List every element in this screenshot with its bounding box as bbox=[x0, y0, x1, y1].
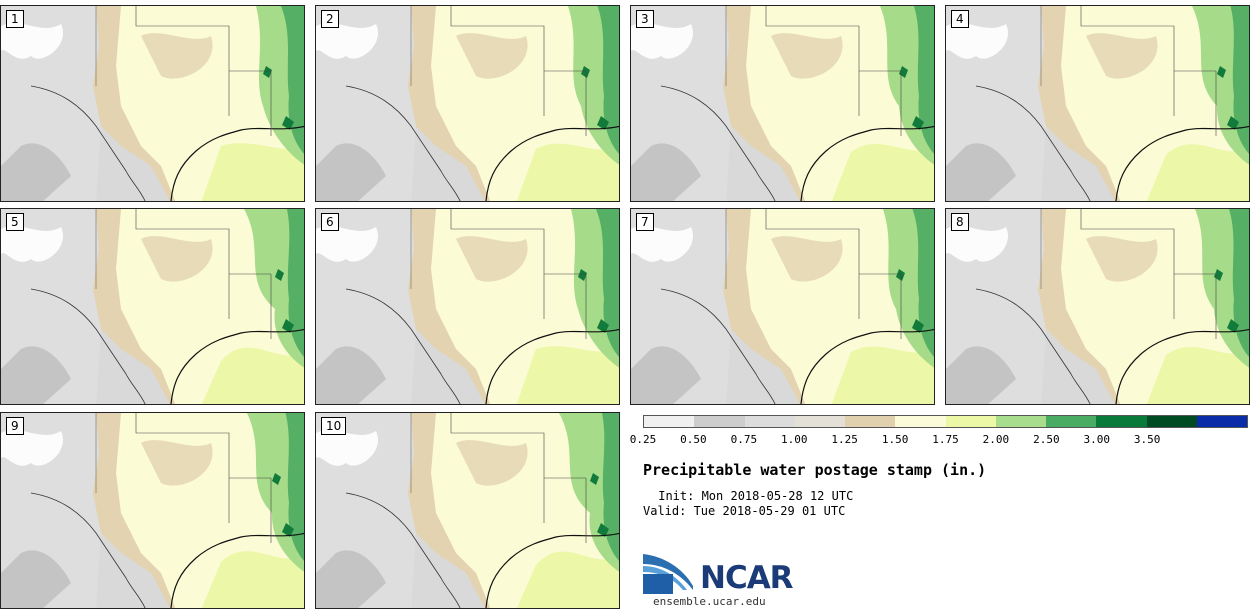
ncar-logo-icon bbox=[643, 554, 693, 594]
valid-time: Valid: Tue 2018-05-29 01 UTC bbox=[643, 504, 846, 518]
colorbar-swatch bbox=[1196, 416, 1247, 427]
init-time: Init: Mon 2018-05-28 12 UTC bbox=[651, 489, 854, 503]
colorbar-swatch bbox=[845, 416, 896, 427]
colorbar-swatch bbox=[644, 416, 695, 427]
colorbar-tick-label: 0.25 bbox=[629, 433, 657, 446]
colorbar-tick-label: 1.00 bbox=[781, 433, 808, 446]
panel-number: 10 bbox=[321, 417, 347, 435]
colorbar-swatch bbox=[945, 416, 996, 427]
map-panel: 6 bbox=[315, 208, 620, 405]
map-panel: 9 bbox=[0, 412, 305, 609]
panel-number: 1 bbox=[6, 10, 24, 28]
colorbar-tick-label: 0.75 bbox=[730, 433, 758, 446]
colorbar-tick-label: 0.50 bbox=[680, 433, 707, 446]
colorbar-swatch bbox=[694, 416, 745, 427]
colorbar bbox=[643, 415, 1248, 428]
panel-number: 4 bbox=[951, 10, 969, 28]
map-panel: 7 bbox=[630, 208, 935, 405]
panel-number: 3 bbox=[636, 10, 654, 28]
map-panel: 5 bbox=[0, 208, 305, 405]
map-panel: 2 bbox=[315, 5, 620, 202]
colorbar-tick-label: 2.00 bbox=[982, 433, 1010, 446]
map-panel: 4 bbox=[945, 5, 1250, 202]
colorbar-tick-label: 3.50 bbox=[1133, 433, 1161, 446]
panel-number: 6 bbox=[321, 213, 339, 231]
colorbar-swatch bbox=[1146, 416, 1197, 427]
colorbar-swatch bbox=[995, 416, 1046, 427]
panel-number: 2 bbox=[321, 10, 339, 28]
panel-number: 9 bbox=[6, 417, 24, 435]
colorbar-swatch bbox=[744, 416, 795, 427]
colorbar-swatch bbox=[794, 416, 845, 427]
map-panel: 10 bbox=[315, 412, 620, 609]
colorbar-tick-label: 3.00 bbox=[1083, 433, 1111, 446]
map-panel: 3 bbox=[630, 5, 935, 202]
ncar-logo-text: NCAR bbox=[700, 560, 794, 596]
colorbar-swatch bbox=[1096, 416, 1147, 427]
colorbar-tick-label: 1.50 bbox=[881, 433, 909, 446]
plot-title: Precipitable water postage stamp (in.) bbox=[643, 461, 987, 479]
panel-number: 5 bbox=[6, 213, 24, 231]
colorbar-swatch bbox=[1046, 416, 1097, 427]
colorbar-swatch bbox=[895, 416, 946, 427]
colorbar-ticks: 0.25 0.50 0.75 1.00 1.25 1.50 1.75 2.00 2.50 3.00… bbox=[630, 433, 1248, 447]
colorbar-tick-label: 1.75 bbox=[932, 433, 959, 446]
panel-number: 8 bbox=[951, 213, 969, 231]
colorbar-tick-label: 2.50 bbox=[1033, 433, 1060, 446]
colorbar-tick-label: 1.25 bbox=[831, 433, 858, 446]
map-panel: 8 bbox=[945, 208, 1250, 405]
map-panel: 1 bbox=[0, 5, 305, 202]
panel-number: 7 bbox=[636, 213, 654, 231]
logo-url: ensemble.ucar.edu bbox=[653, 595, 766, 608]
